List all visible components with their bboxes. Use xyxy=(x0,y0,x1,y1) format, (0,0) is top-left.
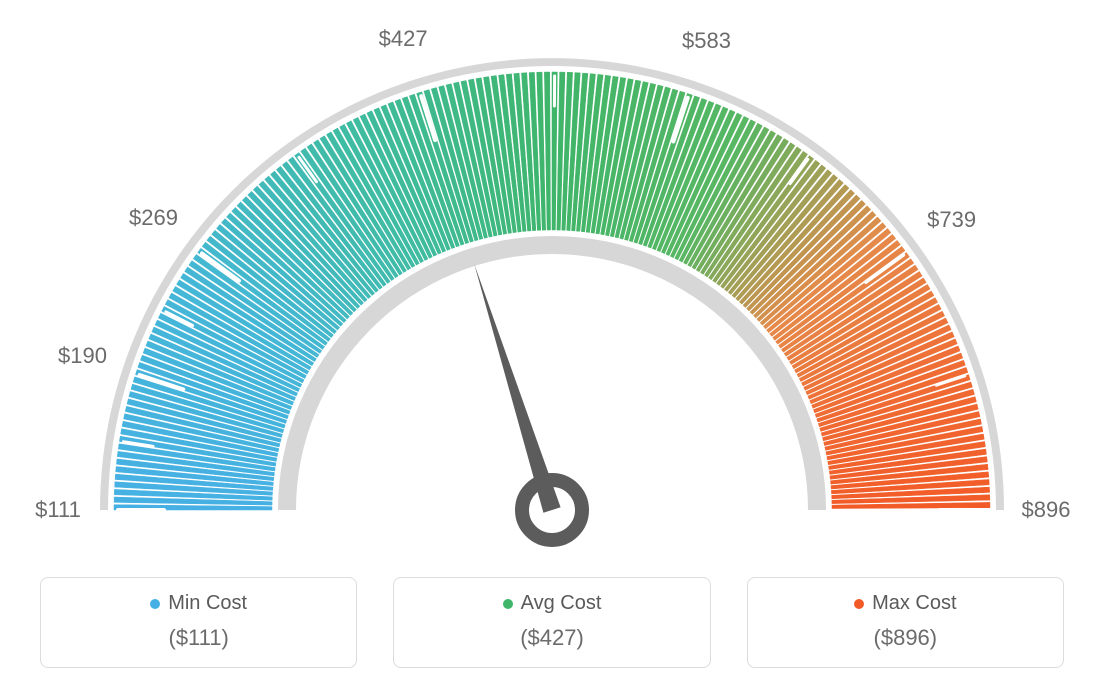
legend-max-title: Max Cost xyxy=(854,592,956,615)
tick-label: $269 xyxy=(129,205,178,231)
legend-avg-card: Avg Cost ($427) xyxy=(393,577,710,668)
color-arc xyxy=(114,72,990,510)
legend-min-label: Min Cost xyxy=(168,592,247,615)
cost-gauge-stage: $111 $190 $269 $427 $583 $739 $896 Min Cost ($… xyxy=(0,0,1104,690)
legend-avg-dot xyxy=(503,599,513,609)
legend-min-dot xyxy=(150,599,160,609)
legend-max-card: Max Cost ($896) xyxy=(747,577,1064,668)
legend-row: Min Cost ($111) Avg Cost ($427) Max Cost… xyxy=(0,577,1104,668)
legend-max-dot xyxy=(854,599,864,609)
legend-min-value: ($111) xyxy=(53,625,344,651)
legend-max-label: Max Cost xyxy=(872,592,956,615)
legend-avg-label: Avg Cost xyxy=(521,592,602,615)
tick-label: $739 xyxy=(927,207,976,233)
legend-max-value: ($896) xyxy=(760,625,1051,651)
tick-label: $427 xyxy=(379,26,428,52)
tick-label: $583 xyxy=(682,28,731,54)
tick-label: $896 xyxy=(1022,497,1071,523)
tick-label: $190 xyxy=(58,343,107,369)
legend-min-card: Min Cost ($111) xyxy=(40,577,357,668)
legend-avg-value: ($427) xyxy=(406,625,697,651)
legend-avg-title: Avg Cost xyxy=(503,592,602,615)
legend-min-title: Min Cost xyxy=(150,592,247,615)
cost-gauge-svg xyxy=(0,0,1104,560)
tick-label: $111 xyxy=(35,497,81,523)
